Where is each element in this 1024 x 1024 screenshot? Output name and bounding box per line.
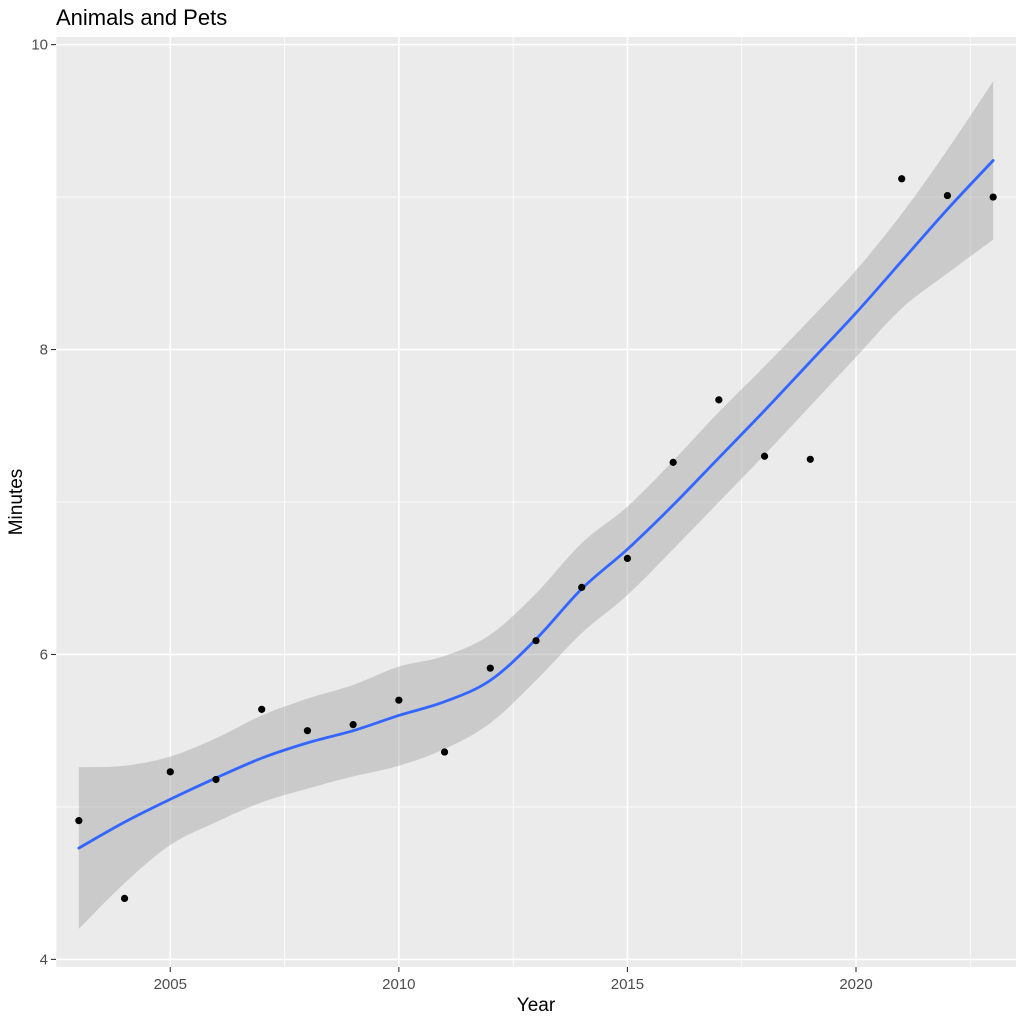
data-point — [212, 775, 220, 784]
chart-title: Animals and Pets — [56, 5, 227, 30]
data-point — [395, 696, 403, 704]
x-tick-label: 2015 — [611, 976, 644, 993]
data-point — [349, 720, 357, 729]
y-tick-label: 10 — [31, 37, 48, 54]
data-point — [898, 175, 906, 183]
y-tick-label: 4 — [40, 951, 48, 968]
x-tick-label: 2020 — [839, 976, 872, 993]
data-point — [303, 727, 312, 735]
y-tick-label: 8 — [40, 342, 48, 359]
data-point — [806, 455, 814, 463]
y-axis: 4 6 8 10 — [31, 37, 56, 968]
confidence-band — [78, 81, 994, 929]
y-tick-label: 6 — [40, 646, 48, 663]
x-tick-label: 2010 — [382, 976, 415, 993]
data-points — [75, 175, 997, 902]
smooth-line — [77, 159, 995, 850]
data-point — [120, 894, 129, 902]
x-axis: 2005 2010 2015 2020 — [154, 967, 873, 993]
data-point — [578, 583, 586, 591]
data-point — [258, 705, 266, 713]
data-point — [623, 554, 632, 563]
data-point — [943, 191, 952, 200]
x-tick-label: 2005 — [154, 976, 187, 993]
data-point — [440, 748, 449, 756]
data-point — [166, 768, 174, 776]
data-point — [75, 817, 83, 825]
data-point — [760, 452, 769, 460]
data-point — [715, 396, 723, 404]
x-axis-title: Year — [517, 995, 556, 1016]
data-point — [669, 458, 677, 466]
data-point — [486, 664, 494, 672]
data-point — [989, 193, 997, 201]
grid-major — [56, 37, 1016, 967]
data-point — [532, 637, 540, 645]
smooth-line-path — [77, 159, 995, 850]
y-axis-title: Minutes — [6, 469, 27, 536]
confidence-band-area — [78, 81, 994, 929]
